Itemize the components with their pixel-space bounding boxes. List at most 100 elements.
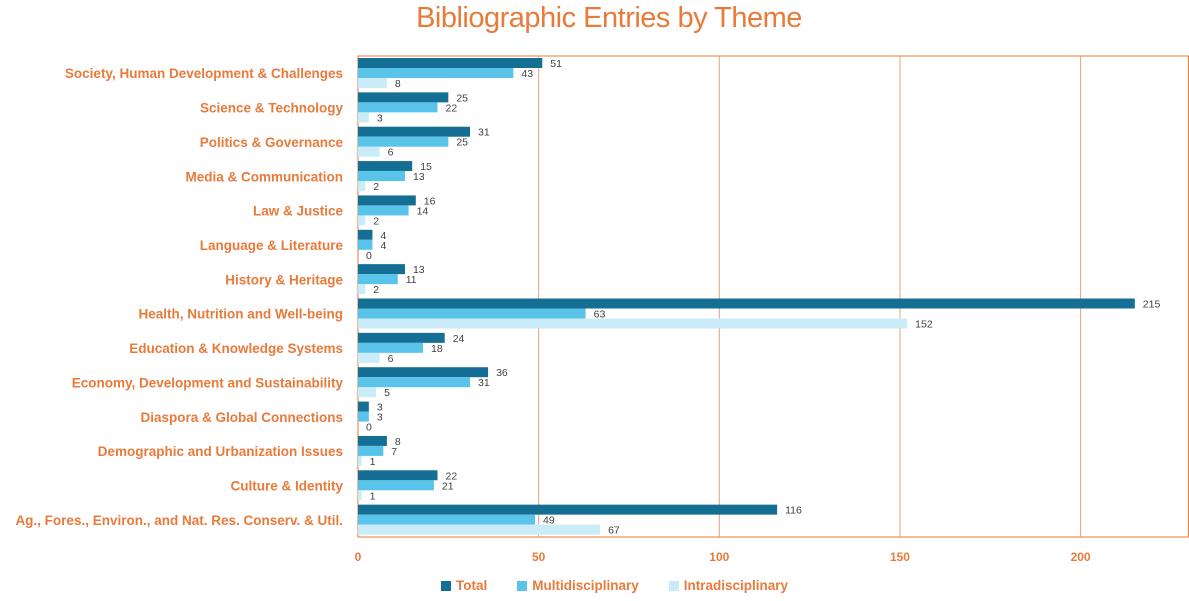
data-label: 16 bbox=[424, 195, 436, 207]
bar-intradisciplinary bbox=[358, 181, 366, 192]
bar-multidisciplinary bbox=[358, 171, 405, 182]
bar-total bbox=[358, 195, 416, 206]
data-label: 4 bbox=[380, 240, 386, 252]
data-label: 67 bbox=[608, 525, 620, 537]
bar-multidisciplinary bbox=[358, 102, 438, 113]
bar-intradisciplinary bbox=[358, 78, 387, 88]
data-label: 2 bbox=[373, 181, 379, 193]
data-label: 6 bbox=[388, 147, 394, 159]
bar-intradisciplinary bbox=[358, 215, 366, 226]
data-label: 49 bbox=[543, 515, 555, 527]
legend-label: Multidisciplinary bbox=[532, 578, 639, 593]
data-label: 7 bbox=[391, 446, 397, 458]
bar-multidisciplinary bbox=[358, 274, 398, 285]
category-label: Politics & Governance bbox=[200, 135, 344, 150]
category-label: Education & Knowledge Systems bbox=[129, 341, 343, 356]
legend-label: Total bbox=[455, 578, 488, 593]
bar-total bbox=[358, 92, 449, 103]
legend-swatch bbox=[440, 580, 451, 591]
category-label: Culture & Identity bbox=[230, 478, 343, 493]
data-label: 152 bbox=[915, 319, 933, 331]
bar-intradisciplinary bbox=[358, 490, 362, 501]
bar-total bbox=[358, 58, 543, 68]
bar-total bbox=[358, 229, 373, 240]
data-label: 51 bbox=[550, 58, 562, 70]
legend: Total Multidisciplinary Intradisciplinary bbox=[0, 578, 1189, 593]
data-label: 13 bbox=[413, 171, 425, 183]
legend-swatch bbox=[668, 580, 679, 591]
category-label: Health, Nutrition and Well-being bbox=[139, 307, 344, 322]
data-label: 5 bbox=[384, 387, 390, 399]
data-label: 2 bbox=[373, 284, 379, 296]
data-label: 22 bbox=[445, 102, 457, 114]
bar-intradisciplinary bbox=[358, 112, 369, 123]
x-tick-label: 200 bbox=[1071, 550, 1091, 564]
data-label: 8 bbox=[395, 78, 401, 90]
data-label: 1 bbox=[370, 456, 376, 468]
chart-title: Bibliographic Entries by Theme bbox=[416, 2, 802, 34]
data-label: 1 bbox=[370, 490, 376, 502]
data-label: 18 bbox=[431, 343, 443, 355]
data-label: 43 bbox=[521, 68, 533, 80]
data-label: 25 bbox=[456, 92, 468, 104]
category-label: Language & Literature bbox=[200, 238, 344, 253]
data-label: 116 bbox=[785, 505, 802, 517]
data-label: 13 bbox=[413, 264, 425, 276]
category-label: Media & Communication bbox=[185, 169, 343, 184]
data-label: 25 bbox=[456, 137, 468, 149]
category-label: Demographic and Urbanization Issues bbox=[98, 444, 343, 459]
data-label: 14 bbox=[417, 205, 429, 217]
x-tick-label: 50 bbox=[532, 550, 546, 564]
bar-intradisciplinary bbox=[358, 284, 366, 295]
data-label: 36 bbox=[496, 367, 508, 379]
bar-multidisciplinary bbox=[358, 411, 369, 422]
legend-item: Intradisciplinary bbox=[668, 578, 788, 593]
bar-total bbox=[358, 435, 387, 446]
bar-total bbox=[358, 298, 1135, 309]
category-label: Law & Justice bbox=[253, 204, 344, 219]
data-label: 2 bbox=[373, 215, 379, 227]
data-label: 215 bbox=[1143, 299, 1161, 311]
bar-multidisciplinary bbox=[358, 377, 471, 388]
data-label: 24 bbox=[453, 333, 465, 345]
bar-total bbox=[358, 332, 445, 343]
bar-total bbox=[358, 470, 438, 481]
data-label: 3 bbox=[377, 402, 383, 414]
category-label: Economy, Development and Sustainability bbox=[72, 375, 344, 390]
legend-item: Total bbox=[440, 578, 488, 593]
data-label: 63 bbox=[594, 309, 606, 321]
bar-multidisciplinary bbox=[358, 239, 373, 250]
bar-total bbox=[358, 264, 405, 275]
category-label: Diaspora & Global Connections bbox=[140, 410, 343, 425]
bar-total bbox=[358, 504, 778, 515]
bar-multidisciplinary bbox=[358, 205, 409, 216]
category-label: Ag., Fores., Environ., and Nat. Res. Con… bbox=[15, 513, 343, 528]
data-label: 4 bbox=[380, 230, 386, 242]
bar-total bbox=[358, 401, 369, 412]
data-label: 6 bbox=[388, 353, 394, 365]
bar-total bbox=[358, 367, 489, 378]
bar-intradisciplinary bbox=[358, 524, 601, 535]
data-label: 3 bbox=[377, 112, 383, 124]
bar-multidisciplinary bbox=[358, 514, 536, 525]
legend-item: Multidisciplinary bbox=[517, 578, 639, 593]
bar-intradisciplinary bbox=[358, 455, 362, 466]
data-label: 22 bbox=[445, 470, 457, 482]
data-label: 21 bbox=[442, 480, 454, 492]
x-tick-label: 150 bbox=[890, 550, 910, 564]
bar-multidisciplinary bbox=[358, 342, 424, 353]
bar-total bbox=[358, 161, 413, 172]
category-label: Science & Technology bbox=[200, 101, 344, 116]
bar-total bbox=[358, 126, 471, 137]
bar-multidisciplinary bbox=[358, 136, 449, 147]
data-label: 31 bbox=[478, 377, 490, 389]
data-label: 0 bbox=[366, 250, 372, 262]
data-label: 11 bbox=[406, 274, 417, 286]
x-tick-label: 0 bbox=[355, 550, 362, 564]
bar-intradisciplinary bbox=[358, 352, 380, 363]
data-label: 0 bbox=[366, 422, 372, 434]
category-label: Society, Human Development & Challenges bbox=[65, 66, 343, 81]
data-label: 3 bbox=[377, 412, 383, 424]
legend-swatch bbox=[517, 580, 528, 591]
